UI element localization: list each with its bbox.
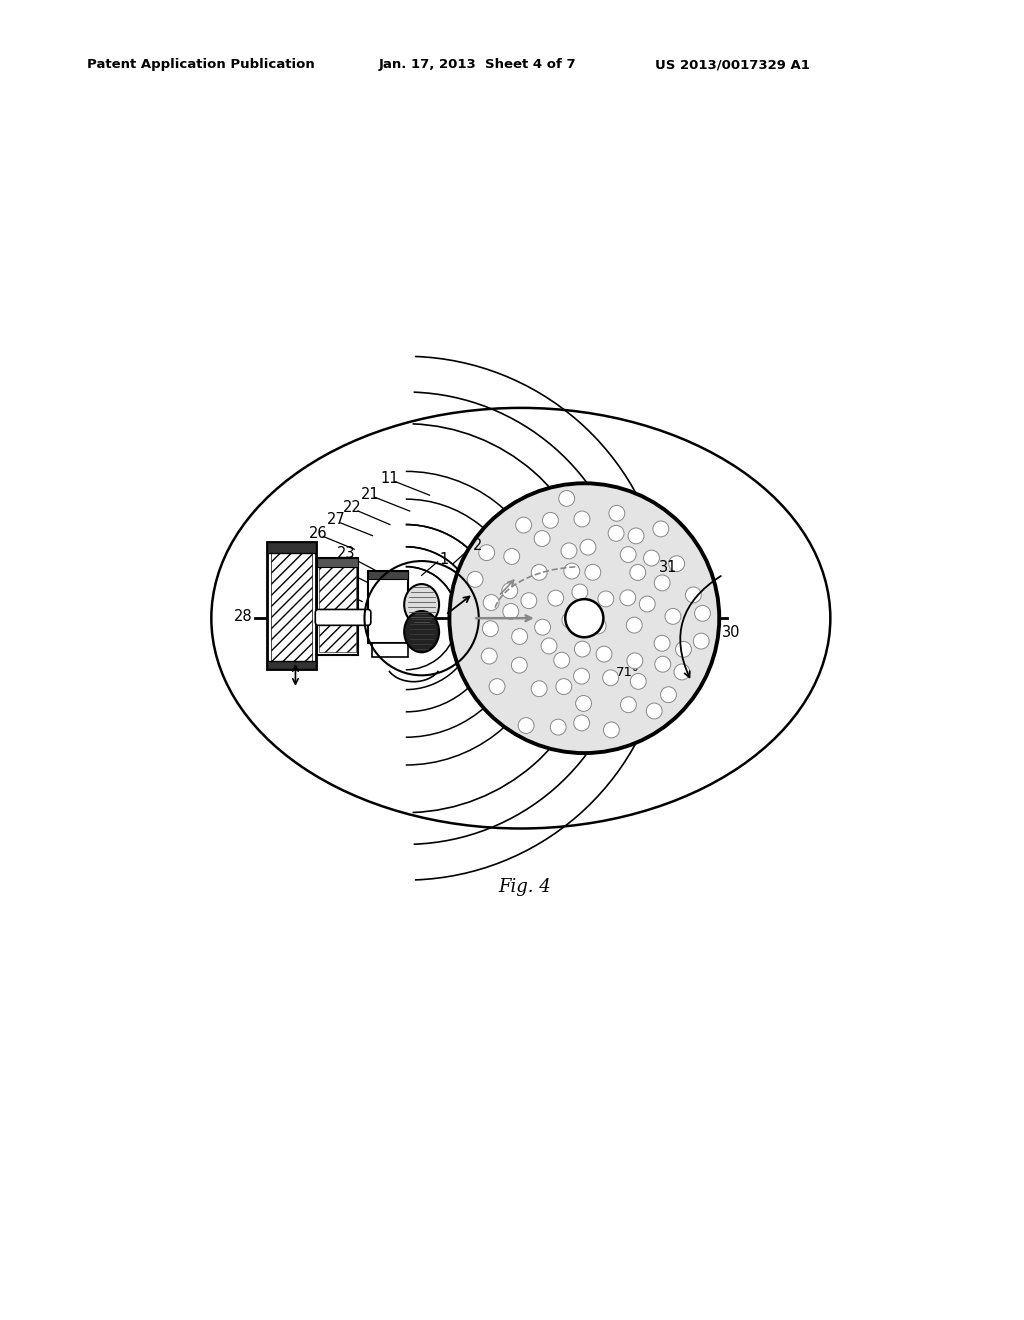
- Circle shape: [531, 681, 547, 697]
- Circle shape: [571, 583, 588, 601]
- Text: 2: 2: [472, 537, 482, 553]
- Circle shape: [694, 606, 711, 622]
- Circle shape: [482, 620, 499, 636]
- FancyBboxPatch shape: [369, 572, 409, 643]
- Circle shape: [627, 653, 643, 669]
- FancyBboxPatch shape: [315, 610, 371, 626]
- Text: 28: 28: [233, 609, 252, 624]
- Text: 22: 22: [343, 500, 361, 515]
- Circle shape: [646, 704, 663, 719]
- Circle shape: [598, 591, 613, 607]
- Circle shape: [654, 576, 670, 591]
- FancyBboxPatch shape: [316, 558, 358, 568]
- Circle shape: [621, 697, 636, 713]
- Circle shape: [521, 593, 537, 609]
- Ellipse shape: [404, 583, 439, 626]
- Circle shape: [639, 597, 655, 612]
- Circle shape: [590, 618, 606, 634]
- Circle shape: [608, 525, 624, 541]
- Text: 23: 23: [337, 546, 355, 561]
- Circle shape: [543, 512, 558, 528]
- Circle shape: [541, 638, 557, 653]
- Circle shape: [654, 656, 671, 672]
- Circle shape: [653, 521, 669, 537]
- Circle shape: [503, 603, 519, 619]
- Text: 25: 25: [315, 576, 334, 591]
- FancyBboxPatch shape: [270, 546, 312, 665]
- FancyBboxPatch shape: [267, 661, 316, 669]
- Circle shape: [518, 718, 535, 734]
- Circle shape: [481, 648, 498, 664]
- FancyBboxPatch shape: [373, 643, 409, 657]
- Circle shape: [669, 556, 685, 572]
- Text: 24: 24: [331, 561, 349, 576]
- Text: 21: 21: [360, 487, 379, 502]
- Circle shape: [573, 668, 590, 684]
- Circle shape: [564, 564, 580, 579]
- Circle shape: [665, 609, 681, 624]
- Circle shape: [685, 587, 701, 603]
- Text: 1: 1: [439, 552, 449, 568]
- Circle shape: [450, 483, 719, 754]
- Circle shape: [627, 618, 642, 634]
- Text: 31: 31: [658, 560, 677, 576]
- Circle shape: [676, 642, 691, 657]
- Circle shape: [467, 572, 483, 587]
- Circle shape: [631, 673, 646, 689]
- Text: 11: 11: [381, 471, 399, 486]
- Circle shape: [511, 657, 527, 673]
- Circle shape: [674, 664, 690, 680]
- Circle shape: [630, 565, 646, 581]
- Text: 30: 30: [722, 624, 740, 640]
- Circle shape: [609, 506, 625, 521]
- Circle shape: [559, 491, 574, 507]
- Text: US 2013/0017329 A1: US 2013/0017329 A1: [655, 58, 810, 71]
- FancyBboxPatch shape: [369, 572, 409, 579]
- Ellipse shape: [404, 611, 439, 652]
- Circle shape: [620, 590, 636, 606]
- Circle shape: [693, 634, 710, 649]
- FancyBboxPatch shape: [319, 560, 355, 652]
- Circle shape: [596, 647, 612, 663]
- Circle shape: [660, 686, 677, 702]
- Text: Jan. 17, 2013  Sheet 4 of 7: Jan. 17, 2013 Sheet 4 of 7: [379, 58, 577, 71]
- Circle shape: [535, 619, 551, 635]
- Circle shape: [574, 642, 590, 657]
- Circle shape: [556, 678, 571, 694]
- Circle shape: [565, 599, 603, 638]
- Circle shape: [585, 565, 601, 581]
- Circle shape: [643, 550, 659, 566]
- Circle shape: [621, 546, 636, 562]
- Circle shape: [489, 678, 505, 694]
- FancyBboxPatch shape: [267, 543, 316, 553]
- Text: Fig. 4: Fig. 4: [499, 878, 551, 896]
- Circle shape: [512, 628, 527, 644]
- Circle shape: [573, 715, 590, 731]
- Circle shape: [628, 528, 644, 544]
- Circle shape: [554, 652, 569, 668]
- Text: Patent Application Publication: Patent Application Publication: [87, 58, 314, 71]
- Circle shape: [603, 669, 618, 685]
- FancyBboxPatch shape: [316, 558, 358, 655]
- Circle shape: [483, 594, 499, 610]
- Circle shape: [502, 583, 518, 599]
- Circle shape: [550, 719, 566, 735]
- Circle shape: [575, 696, 592, 711]
- Circle shape: [504, 549, 519, 565]
- Circle shape: [580, 540, 596, 556]
- Circle shape: [654, 635, 670, 651]
- Circle shape: [535, 531, 550, 546]
- Circle shape: [548, 590, 563, 606]
- Text: 26: 26: [309, 525, 328, 541]
- FancyBboxPatch shape: [267, 543, 316, 669]
- Text: 71°: 71°: [616, 665, 640, 678]
- Text: 27: 27: [328, 512, 346, 527]
- Circle shape: [531, 565, 547, 581]
- Circle shape: [478, 545, 495, 561]
- Circle shape: [561, 543, 577, 558]
- Circle shape: [562, 612, 578, 628]
- Circle shape: [574, 511, 590, 527]
- Circle shape: [603, 722, 620, 738]
- Circle shape: [516, 517, 531, 533]
